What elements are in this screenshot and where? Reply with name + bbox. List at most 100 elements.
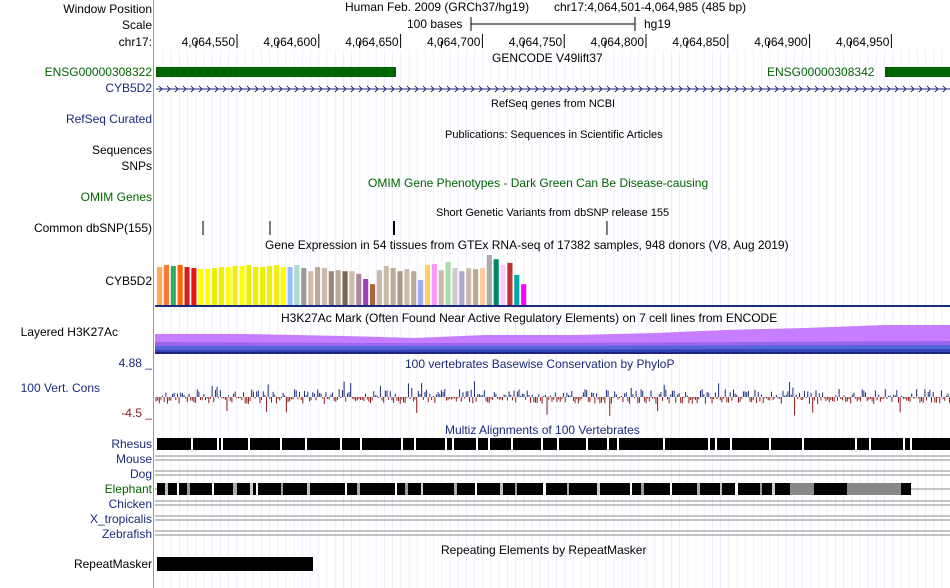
- species-label-mouse[interactable]: Mouse: [115, 452, 152, 466]
- strand-arrow: [382, 85, 387, 93]
- multiz-track-title[interactable]: Multiz Alignments of 100 Vertebrates: [445, 423, 640, 437]
- dbsnp-track-title[interactable]: Short Genetic Variants from dbSNP releas…: [436, 207, 670, 219]
- gtex-tissue-bar: [411, 271, 417, 305]
- publications-snps-label[interactable]: SNPs: [121, 159, 152, 173]
- alignment-gap: [307, 483, 310, 495]
- gencode-gene-right-label[interactable]: ENSG00000308342: [767, 65, 875, 79]
- strand-arrow: [470, 85, 475, 93]
- alignment-gap: [452, 438, 454, 450]
- repeatmasker-track-label[interactable]: RepeatMasker: [73, 557, 152, 571]
- gencode-gene-left-label[interactable]: ENSG00000308322: [44, 65, 152, 79]
- h3k27ac-track-label[interactable]: Layered H3K27Ac: [20, 325, 118, 339]
- repeatmasker-track-title[interactable]: Repeating Elements by RepeatMasker: [441, 543, 647, 557]
- track-area[interactable]: Human Feb. 2009 (GRCh37/hg19) chr17:4,06…: [155, 0, 950, 588]
- ruler-tick-label: 4,064,900: [754, 35, 808, 49]
- omim-track-title[interactable]: OMIM Gene Phenotypes - Dark Green Can Be…: [368, 176, 709, 190]
- alignment-gap: [735, 483, 738, 495]
- alignment-gap: [401, 438, 403, 450]
- gencode-track-title[interactable]: GENCODE V49lift37: [492, 51, 603, 65]
- phylop-track-title[interactable]: 100 vertebrates Basewise Conservation by…: [405, 357, 675, 371]
- dbsnp-track-label[interactable]: Common dbSNP(155): [33, 221, 152, 235]
- alignment-gap: [187, 483, 190, 495]
- strand-arrow: [638, 85, 643, 93]
- species-label-zebrafish[interactable]: Zebrafish: [101, 527, 152, 541]
- strand-arrow: [398, 85, 403, 93]
- strand-arrow: [318, 85, 323, 93]
- alignment-gap: [454, 483, 457, 495]
- gtex-tissue-bar: [493, 259, 499, 305]
- publications-track-title[interactable]: Publications: Sequences in Scientific Ar…: [445, 129, 663, 141]
- alignment-gap: [345, 483, 347, 495]
- gtex-tissue-bar: [342, 271, 348, 305]
- strand-arrow: [846, 85, 851, 93]
- gtex-tissue-bar: [459, 271, 465, 305]
- species-label-rhesus[interactable]: Rhesus: [111, 437, 152, 451]
- gtex-tissue-bar: [431, 263, 437, 305]
- strand-arrow: [414, 85, 419, 93]
- species-label-elephant[interactable]: Elephant: [104, 482, 152, 496]
- strand-arrow: [894, 85, 899, 93]
- alignment-gap: [212, 483, 214, 495]
- gtex-tissue-bar: [253, 267, 259, 305]
- strand-arrow: [750, 85, 755, 93]
- alignment-gap: [630, 483, 632, 495]
- gtex-tissue-bar: [466, 268, 472, 305]
- gtex-tissue-bar: [473, 269, 479, 305]
- alignment-gap: [910, 438, 912, 450]
- h3k27ac-track-title[interactable]: H3K27Ac Mark (Often Found Near Active Re…: [281, 311, 778, 325]
- strand-arrow: [886, 85, 891, 93]
- phylop-track-label[interactable]: 100 Vert. Cons: [20, 381, 100, 395]
- gtex-track-title[interactable]: Gene Expression in 54 tissues from GTEx …: [265, 238, 789, 252]
- strand-arrow: [798, 85, 803, 93]
- gtex-tissue-bar: [211, 268, 218, 305]
- gtex-tissue-bar: [369, 284, 376, 305]
- publications-sequences-label[interactable]: Sequences: [91, 143, 152, 157]
- ruler-tick-label: 4,064,700: [427, 35, 481, 49]
- alignment-gap: [281, 483, 283, 495]
- gtex-tissue-bar: [198, 269, 204, 305]
- strand-arrow: [206, 85, 211, 93]
- alignment-gap: [772, 483, 775, 495]
- gtex-tissue-bar: [163, 264, 169, 305]
- gtex-tissue-bar: [404, 269, 410, 305]
- scale-bar-text: 100 bases: [407, 17, 463, 31]
- strand-arrow: [710, 85, 715, 93]
- strand-arrow: [406, 85, 411, 93]
- strand-arrow: [510, 85, 515, 93]
- species-label-chicken[interactable]: Chicken: [108, 497, 152, 511]
- window-position-label: Window Position: [63, 2, 152, 16]
- omim-track-label[interactable]: OMIM Genes: [80, 190, 152, 204]
- strand-arrow: [198, 85, 203, 93]
- alignment-gap: [256, 483, 258, 495]
- gtex-tissue-bar: [301, 268, 307, 305]
- strand-arrow: [302, 85, 307, 93]
- strand-arrow: [758, 85, 763, 93]
- gencode-transcript-label[interactable]: CYB5D2: [105, 81, 152, 95]
- gtex-tissue-bar: [479, 268, 485, 305]
- ruler-tick-label: 4,064,950: [836, 35, 890, 49]
- gtex-track-label[interactable]: CYB5D2: [105, 274, 152, 288]
- gtex-tissue-bar: [170, 266, 176, 305]
- strand-arrow: [254, 85, 259, 93]
- strand-arrow: [190, 85, 195, 93]
- species-label-xtropicalis[interactable]: X_tropicalis: [89, 512, 152, 526]
- h3k27ac-layer: [155, 352, 950, 354]
- refseq-track-title[interactable]: RefSeq genes from NCBI: [491, 98, 616, 110]
- strand-arrow: [230, 85, 235, 93]
- gtex-tissue-bar: [308, 271, 314, 305]
- alignment-gap: [607, 438, 609, 450]
- gtex-tissue-bar: [349, 271, 355, 305]
- strand-arrow: [166, 85, 171, 93]
- strand-arrow: [934, 85, 939, 93]
- refseq-track-label[interactable]: RefSeq Curated: [65, 112, 152, 126]
- elephant-alignment-block: [815, 483, 845, 495]
- strand-arrow: [550, 85, 555, 93]
- strand-arrow: [590, 85, 595, 93]
- snp-tick-bold: [393, 221, 395, 235]
- strand-arrow: [910, 85, 915, 93]
- strand-arrow: [174, 85, 179, 93]
- species-label-dog[interactable]: Dog: [129, 467, 152, 481]
- label-separator: [153, 0, 154, 588]
- strand-arrow: [574, 85, 579, 93]
